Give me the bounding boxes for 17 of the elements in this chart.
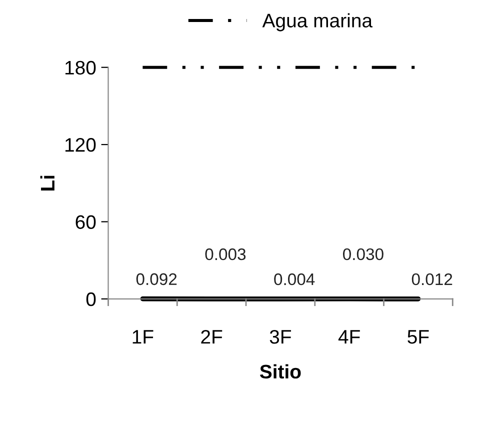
x-tick-label: 1F bbox=[132, 330, 154, 344]
y-tick-label: 120 bbox=[65, 138, 96, 152]
x-axis-title: Sitio bbox=[260, 364, 301, 379]
data-label: 0.092 bbox=[136, 273, 177, 286]
y-tick-label: 180 bbox=[65, 60, 96, 75]
data-label: 0.004 bbox=[274, 273, 315, 286]
data-label: 0.012 bbox=[412, 273, 452, 286]
y-tick-label: 60 bbox=[76, 215, 96, 229]
x-tick-label: 2F bbox=[201, 330, 222, 344]
x-tick-label: 5F bbox=[408, 330, 429, 344]
y-tick-label: 0 bbox=[86, 292, 96, 306]
x-tick-label: 3F bbox=[270, 330, 292, 344]
legend-label: Agua marina bbox=[262, 13, 373, 32]
y-axis-title: Li bbox=[40, 176, 54, 190]
x-tick-label: 4F bbox=[338, 330, 360, 344]
data-label: 0.030 bbox=[343, 248, 384, 260]
data-label: 0.003 bbox=[205, 248, 246, 260]
